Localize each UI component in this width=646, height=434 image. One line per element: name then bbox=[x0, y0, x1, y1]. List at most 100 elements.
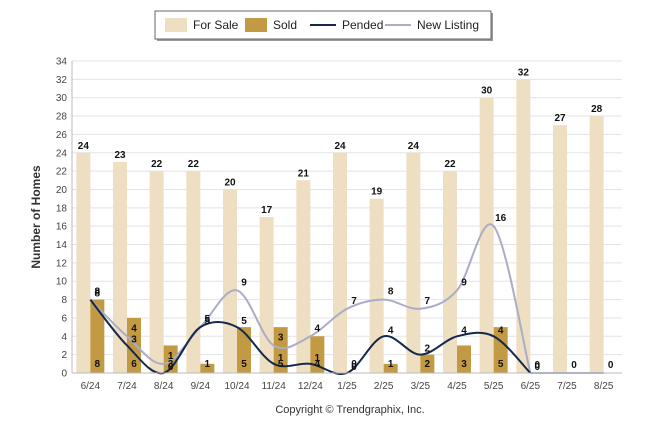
y-tick-label: 14 bbox=[56, 240, 68, 251]
sold-value-label: 6 bbox=[131, 359, 137, 370]
x-tick-label: 5/25 bbox=[484, 381, 504, 392]
for-sale-bar bbox=[516, 79, 531, 374]
for-sale-value-label: 20 bbox=[224, 177, 236, 188]
x-tick-label: 6/25 bbox=[521, 381, 541, 392]
for-sale-value-label: 24 bbox=[408, 141, 420, 152]
new-listing-value-label: 8 bbox=[95, 287, 101, 298]
pended-value-label: 4 bbox=[498, 325, 504, 336]
for-sale-value-label: 21 bbox=[298, 168, 310, 179]
y-tick-label: 10 bbox=[56, 277, 68, 288]
sold-bar bbox=[200, 363, 215, 373]
legend-label: For Sale bbox=[193, 18, 239, 32]
new-listing-value-label: 9 bbox=[461, 277, 467, 288]
sold-value-label: 5 bbox=[278, 359, 284, 370]
for-sale-bar bbox=[223, 189, 237, 373]
for-sale-value-label: 23 bbox=[114, 150, 126, 161]
y-tick-label: 0 bbox=[61, 369, 67, 380]
for-sale-value-label: 27 bbox=[554, 113, 566, 124]
for-sale-value-label: 22 bbox=[151, 159, 163, 170]
x-tick-label: 8/24 bbox=[154, 381, 174, 392]
sold-value-label: 3 bbox=[461, 359, 467, 370]
for-sale-bar bbox=[76, 152, 91, 373]
new-listing-value-label: 1 bbox=[168, 351, 174, 362]
x-tick-label: 1/25 bbox=[337, 381, 357, 392]
x-tick-label: 6/24 bbox=[81, 381, 101, 392]
sold-value-label: 1 bbox=[205, 359, 211, 370]
for-sale-bar bbox=[333, 152, 347, 373]
x-tick-label: 7/24 bbox=[117, 381, 137, 392]
bars bbox=[76, 79, 604, 374]
for-sale-value-label: 32 bbox=[518, 67, 530, 78]
for-sale-bar bbox=[259, 217, 274, 373]
sold-bar bbox=[163, 345, 178, 373]
new-listing-value-label: 0 bbox=[571, 360, 577, 371]
sold-value-label: 0 bbox=[351, 359, 357, 370]
y-tick-label: 12 bbox=[56, 258, 68, 269]
pended-value-label: 1 bbox=[278, 353, 284, 364]
sold-value-label: 2 bbox=[425, 359, 431, 370]
for-sale-value-label: 22 bbox=[444, 159, 456, 170]
sold-value-label: 8 bbox=[95, 359, 101, 370]
sold-bar bbox=[383, 363, 398, 373]
for-sale-bar bbox=[186, 171, 201, 373]
pended-value-label: 4 bbox=[461, 325, 467, 336]
new-listing-value-label: 0 bbox=[535, 360, 541, 371]
new-listing-value-label: 0 bbox=[608, 360, 614, 371]
for-sale-bar bbox=[406, 152, 421, 373]
y-tick-label: 20 bbox=[56, 185, 68, 196]
y-tick-label: 22 bbox=[56, 167, 68, 178]
new-listing-value-label: 16 bbox=[495, 213, 507, 224]
x-tick-label: 10/24 bbox=[224, 381, 249, 392]
legend-label: New Listing bbox=[417, 18, 479, 32]
y-tick-label: 2 bbox=[61, 350, 67, 361]
y-tick-label: 34 bbox=[56, 57, 68, 68]
y-tick-label: 28 bbox=[56, 112, 68, 123]
sold-bar bbox=[273, 327, 288, 373]
new-listing-value-label: 5 bbox=[205, 314, 211, 325]
y-tick-label: 30 bbox=[56, 93, 68, 104]
x-tick-label: 7/25 bbox=[557, 381, 577, 392]
for-sale-value-label: 19 bbox=[371, 187, 383, 198]
x-tick-label: 12/24 bbox=[298, 381, 323, 392]
y-tick-label: 6 bbox=[61, 313, 67, 324]
for-sale-value-label: 17 bbox=[261, 205, 273, 216]
for-sale-bar bbox=[589, 116, 604, 373]
for-sale-bar bbox=[113, 161, 127, 373]
for-sale-bar bbox=[553, 125, 567, 373]
sold-bar bbox=[90, 299, 105, 373]
sold-value-label: 3 bbox=[168, 359, 174, 370]
x-tick-label: 8/25 bbox=[594, 381, 614, 392]
y-tick-label: 16 bbox=[56, 222, 68, 233]
pended-value-label: 5 bbox=[241, 316, 247, 327]
sold-bar bbox=[237, 327, 251, 373]
y-tick-label: 4 bbox=[61, 332, 67, 343]
new-listing-value-label: 3 bbox=[278, 332, 284, 343]
new-listing-line bbox=[89, 223, 532, 374]
legend-swatch bbox=[165, 18, 187, 32]
new-listing-value-label: 4 bbox=[315, 323, 321, 334]
y-tick-label: 24 bbox=[56, 148, 68, 159]
x-tick-label: 9/24 bbox=[191, 381, 211, 392]
y-tick-label: 8 bbox=[61, 295, 67, 306]
sold-value-label: 1 bbox=[388, 359, 394, 370]
for-sale-bar bbox=[296, 180, 311, 373]
sold-bar bbox=[420, 354, 435, 373]
x-tick-label: 4/25 bbox=[447, 381, 467, 392]
sold-bar bbox=[457, 345, 471, 373]
y-tick-label: 26 bbox=[56, 130, 68, 141]
x-tick-label: 3/25 bbox=[411, 381, 431, 392]
legend-label: Pended bbox=[342, 18, 383, 32]
x-tick-label: 11/24 bbox=[262, 381, 287, 392]
pended-value-label: 2 bbox=[425, 344, 431, 355]
pended-value-label: 5 bbox=[205, 316, 211, 327]
y-axis-label: Number of Homes bbox=[29, 165, 43, 269]
legend: For Sale Sold Pended New Listing bbox=[154, 10, 493, 41]
for-sale-bar bbox=[369, 198, 384, 373]
pended-value-label: 0 bbox=[351, 362, 357, 373]
sold-value-label: 5 bbox=[498, 359, 504, 370]
for-sale-bar bbox=[149, 171, 164, 373]
for-sale-bar bbox=[479, 97, 494, 374]
